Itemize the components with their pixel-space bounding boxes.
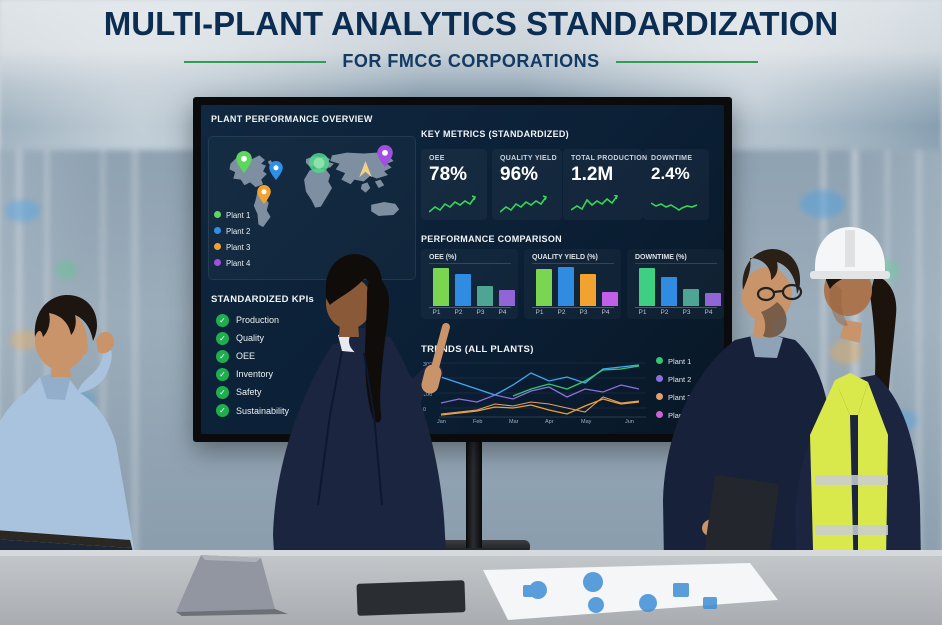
svg-text:May: May [581,419,592,424]
svg-text:Mar: Mar [509,419,519,424]
svg-text:Jun: Jun [625,419,634,424]
svg-text:Apr: Apr [545,419,554,424]
